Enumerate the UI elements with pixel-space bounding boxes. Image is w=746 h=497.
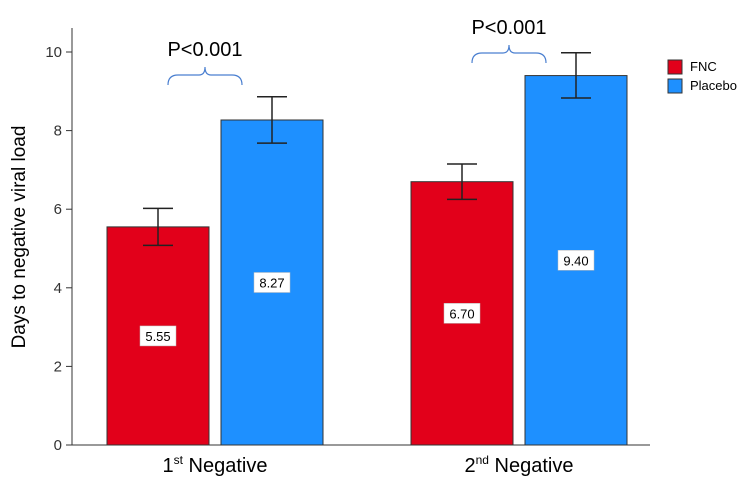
- y-axis-ticks: 0 2 4 6 8 10: [45, 44, 72, 454]
- significance-bracket-1: [167, 66, 243, 86]
- data-label-box-placebo-1: [253, 272, 291, 293]
- y-tick-label-8: 8: [54, 123, 62, 140]
- p-value-label-2: P<0.001: [471, 17, 546, 39]
- category-label-2: 2nd Negative: [465, 453, 574, 477]
- legend-label-placebo: Placebo: [690, 78, 737, 93]
- p-value-label-1: P<0.001: [167, 39, 242, 61]
- legend-label-fnc: FNC: [690, 59, 717, 74]
- data-label-box-placebo-2: [557, 250, 595, 271]
- y-tick-label-4: 4: [54, 280, 62, 297]
- data-label-box-fnc-1: [139, 325, 177, 347]
- y-tick-label-10: 10: [45, 44, 62, 61]
- data-label-box-fnc-2: [443, 303, 481, 324]
- legend-swatch-placebo: [667, 78, 683, 94]
- data-label-fnc-2: 6.70: [449, 306, 474, 321]
- error-bars: [143, 52, 591, 247]
- bars: [106, 75, 628, 446]
- data-label-fnc-1: 5.55: [145, 329, 170, 344]
- data-label-placebo-1: 8.27: [259, 275, 284, 290]
- legend: FNC Placebo: [667, 59, 737, 94]
- category-label-1: 1st Negative: [163, 453, 268, 477]
- significance-brackets: P<0.001 P<0.001: [167, 17, 547, 86]
- data-labels: 5.55 8.27 6.70 9.40: [139, 250, 595, 347]
- y-tick-label-2: 2: [54, 358, 62, 375]
- y-axis-title: Days to negative viral load: [9, 126, 30, 349]
- significance-bracket-2: [471, 44, 547, 64]
- legend-swatch-fnc: [667, 59, 683, 75]
- y-tick-label-6: 6: [54, 201, 62, 218]
- data-label-placebo-2: 9.40: [563, 253, 588, 268]
- x-axis-categories: 1st Negative 2nd Negative: [163, 453, 574, 477]
- y-tick-label-0: 0: [54, 437, 62, 454]
